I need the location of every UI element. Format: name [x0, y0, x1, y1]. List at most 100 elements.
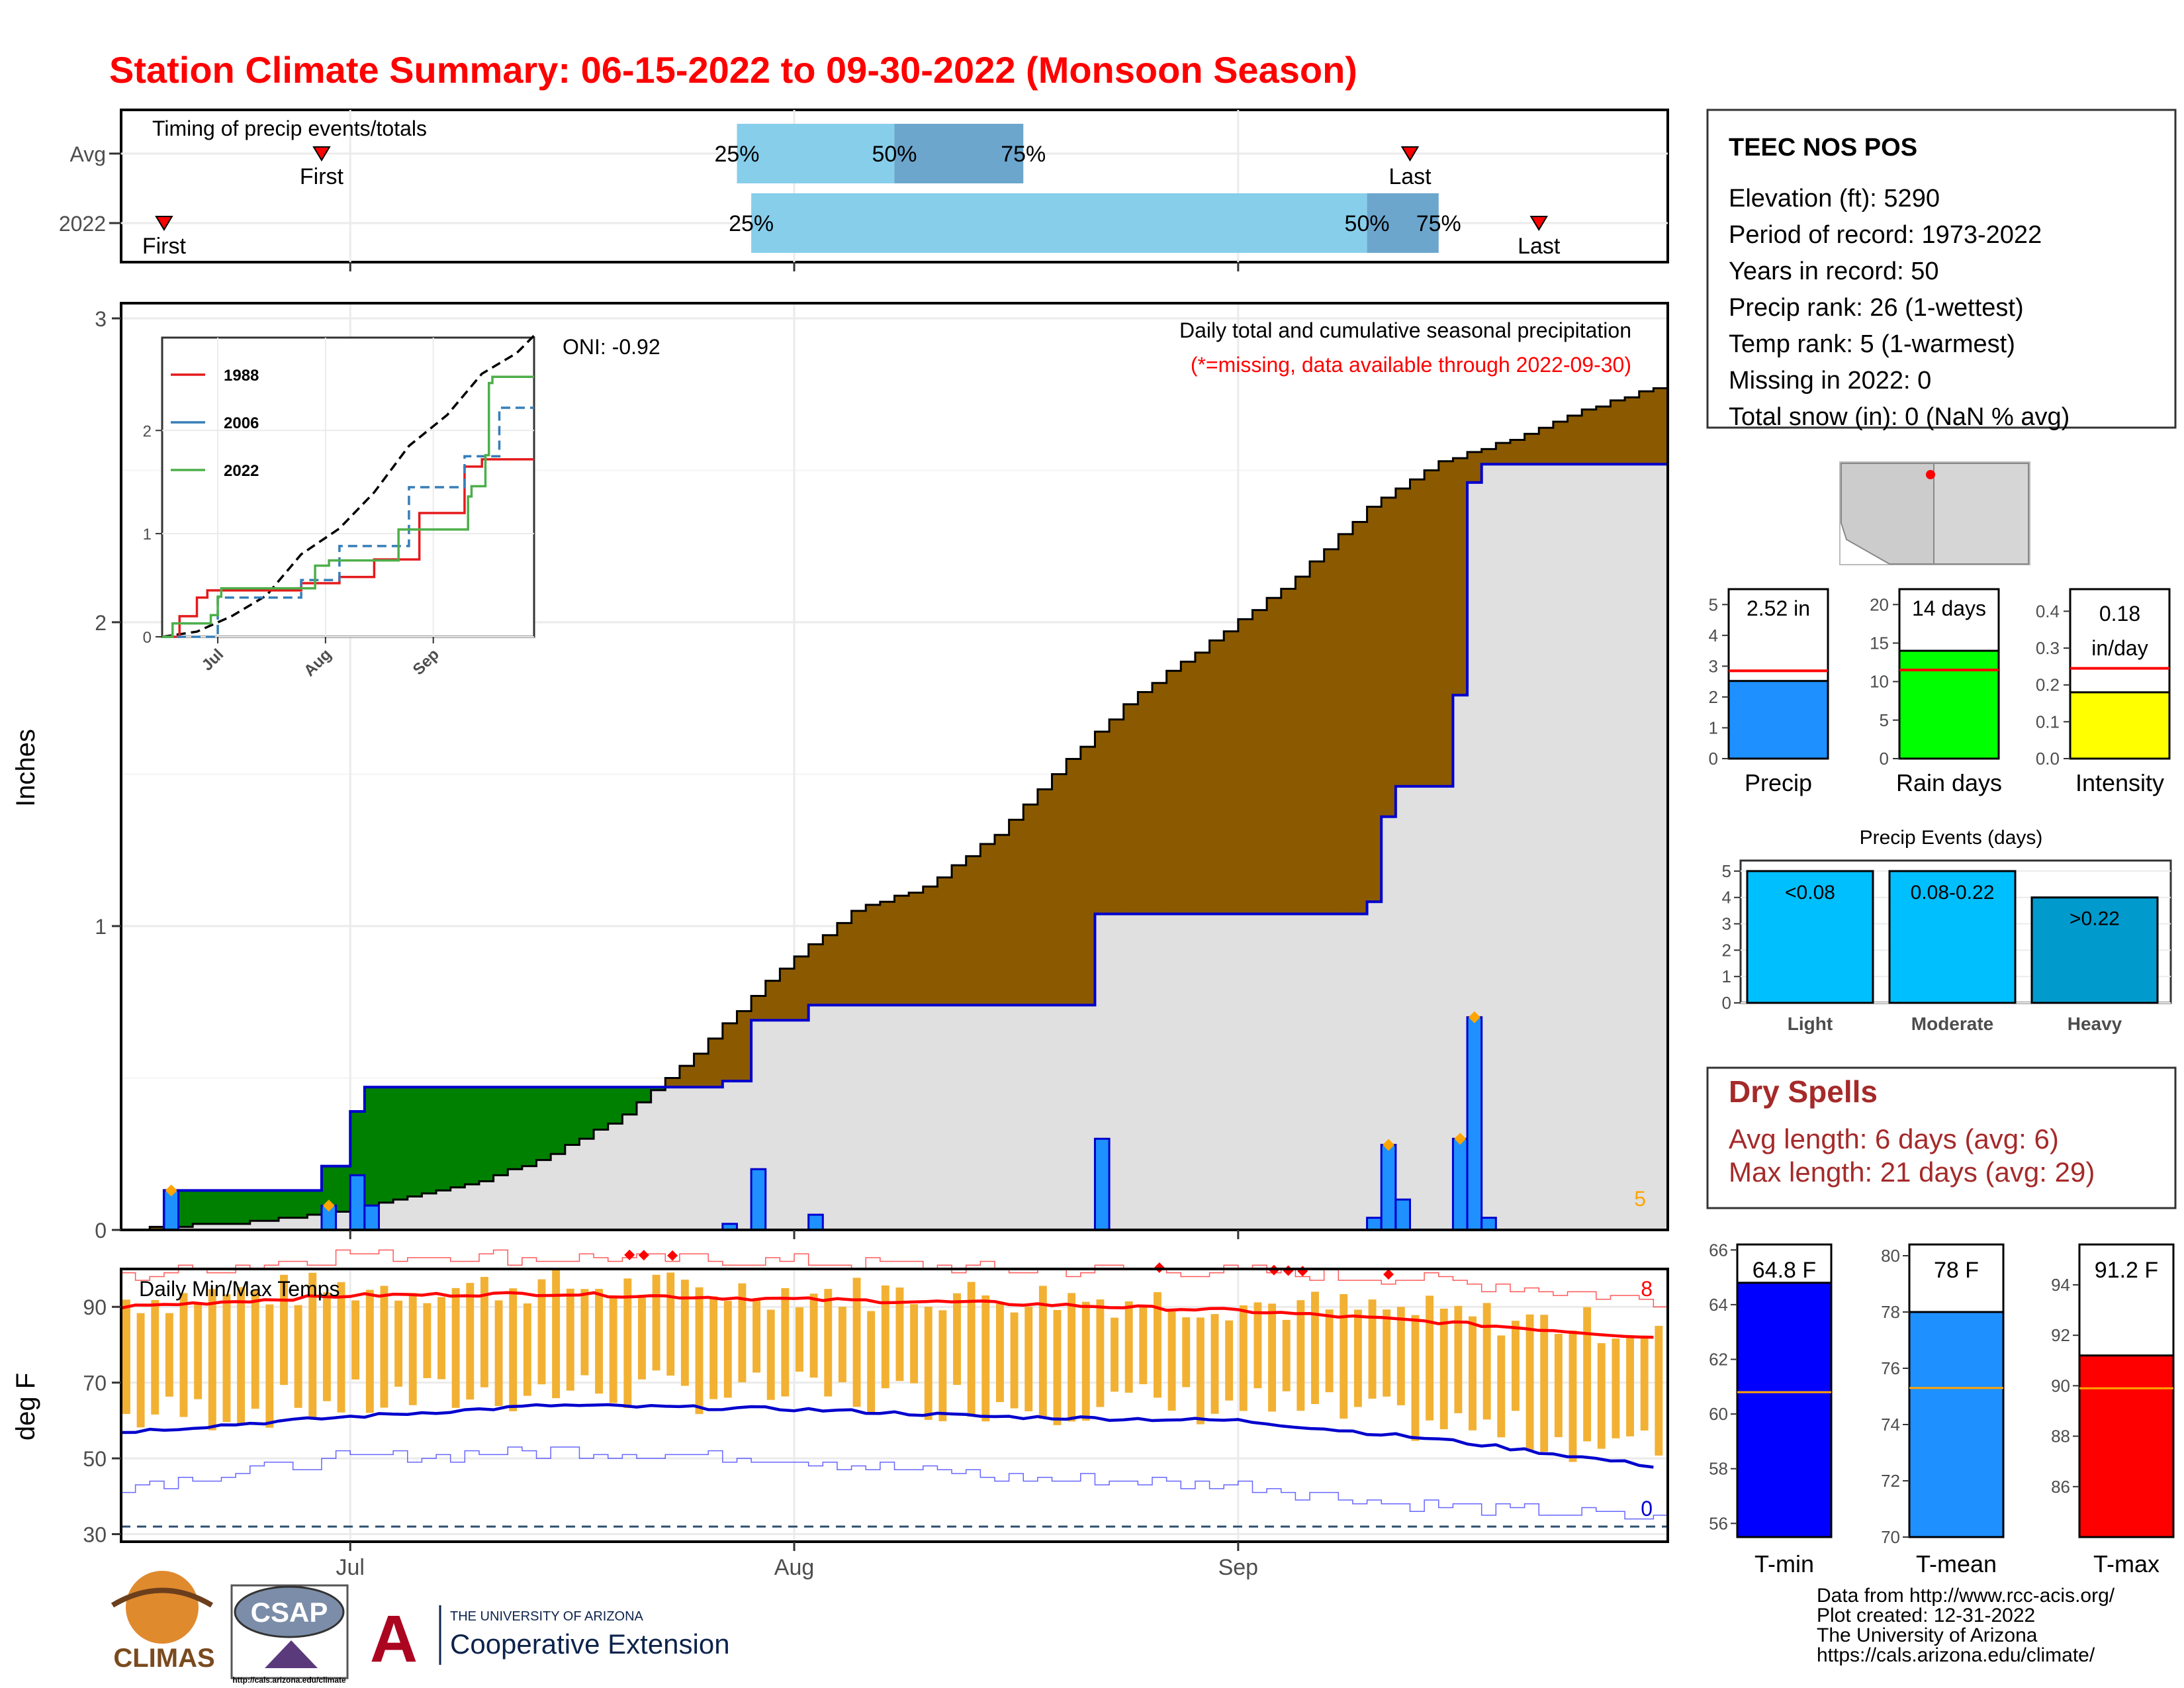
temp-daily-bar — [1167, 1309, 1176, 1411]
temp-daily-bar — [1454, 1305, 1463, 1413]
x-tick: Jul — [336, 1555, 364, 1580]
ua-logo-letter: A — [370, 1602, 418, 1676]
station-marker — [1926, 470, 1935, 479]
deficit-fill — [894, 896, 909, 1006]
temp-daily-bar — [1038, 1286, 1047, 1419]
surplus-fill — [594, 1087, 609, 1130]
deficit-fill — [1023, 804, 1038, 1006]
deficit-fill — [1496, 443, 1511, 465]
cumulative-base-fill — [866, 1005, 881, 1230]
temp-daily-bar — [523, 1303, 531, 1396]
surplus-fill — [206, 1190, 222, 1224]
surplus-fill — [536, 1087, 551, 1160]
precip-daily-bar — [1394, 1198, 1411, 1231]
temp-daily-bar — [709, 1296, 718, 1399]
cumulative-base-fill — [1037, 1005, 1053, 1230]
cumulative-base-fill — [651, 1090, 666, 1230]
cumulative-base-fill — [1496, 464, 1511, 1230]
temp-gauge-tick: 86 — [2051, 1477, 2070, 1497]
cumulative-base-fill — [1252, 914, 1267, 1230]
station-info-line: Years in record: 50 — [1729, 258, 1939, 285]
deficit-fill — [1639, 391, 1654, 465]
precip-daily-bar — [1380, 1143, 1397, 1231]
surplus-fill — [478, 1087, 494, 1182]
precip-y-tick: 0 — [95, 1219, 107, 1243]
x-tick: Aug — [774, 1555, 815, 1580]
surplus-fill — [493, 1087, 508, 1176]
gauge-tick: 2 — [1709, 687, 1718, 707]
cumulative-base-fill — [1238, 914, 1253, 1230]
cumulative-base-fill — [1209, 914, 1224, 1230]
temp-daily-bar — [208, 1289, 216, 1430]
temp-daily-bar — [738, 1283, 747, 1383]
temp-daily-bar — [924, 1306, 933, 1420]
temp-daily-bar — [1154, 1292, 1161, 1398]
temp-daily-bar — [967, 1282, 976, 1417]
surplus-fill — [436, 1087, 451, 1191]
deficit-fill — [1252, 610, 1267, 914]
gauge-tick: 0 — [1709, 749, 1718, 769]
cumulative-base-fill — [794, 1020, 809, 1230]
cumulative-base-fill — [293, 1217, 308, 1230]
cumulative-base-fill — [1367, 902, 1382, 1230]
deficit-fill — [1195, 652, 1210, 914]
inset-y-tick: 1 — [143, 526, 152, 543]
deficit-fill — [880, 902, 895, 1006]
surplus-fill — [522, 1087, 537, 1166]
temp-daily-bar — [1081, 1301, 1090, 1421]
cumulative-base-fill — [1424, 786, 1439, 1230]
temp-daily-bar — [1111, 1317, 1118, 1392]
temp-daily-bar — [981, 1295, 990, 1422]
legend-label: 2006 — [224, 414, 259, 432]
timing-bar-25-50 — [737, 124, 895, 183]
cumulative-base-fill — [236, 1223, 251, 1230]
temp-gauge-tick: 90 — [2051, 1376, 2070, 1395]
temp-daily-bar — [437, 1297, 445, 1380]
gauge-label: Rain days — [1896, 769, 2002, 796]
gauge-tick: 0.0 — [2036, 749, 2060, 769]
temp-gauge-tick: 72 — [1881, 1471, 1900, 1491]
temp-daily-bar — [623, 1278, 632, 1409]
surplus-fill — [193, 1190, 208, 1224]
gauge-tick: 10 — [1870, 672, 1889, 692]
deficit-fill — [751, 996, 766, 1021]
temp-daily-bar — [552, 1268, 561, 1399]
events-tick: 3 — [1722, 914, 1731, 934]
surplus-fill — [422, 1087, 437, 1194]
cumulative-base-fill — [1281, 914, 1296, 1230]
temp-gauge-label: T-max — [2093, 1550, 2160, 1577]
cumulative-base-fill — [594, 1129, 609, 1230]
gauge-tick: 0.4 — [2036, 601, 2060, 621]
temp-gauge-bar — [2078, 1354, 2175, 1538]
cumulative-base-fill — [336, 1211, 351, 1230]
deficit-fill — [1238, 619, 1253, 914]
temp-daily-bar — [1640, 1336, 1649, 1431]
cumulative-base-fill — [178, 1227, 193, 1230]
cumulative-base-fill — [1152, 914, 1167, 1230]
station-info-line: Elevation (ft): 5290 — [1729, 185, 1940, 212]
temp-gauge-bar — [1736, 1282, 1833, 1538]
cumulative-base-fill — [279, 1217, 294, 1230]
inset-line-avg — [161, 334, 535, 638]
temp-daily-bar — [1540, 1315, 1549, 1452]
deficit-fill — [1338, 534, 1353, 914]
temp-daily-bar — [938, 1310, 947, 1421]
temp-daily-bar — [1124, 1301, 1133, 1393]
precip-subtitle: (*=missing, data available through 2022-… — [1191, 353, 1631, 377]
cumulative-base-fill — [1138, 914, 1153, 1230]
temp-daily-bar — [796, 1307, 803, 1372]
legend-label: 1988 — [224, 367, 259, 385]
temp-daily-bar — [1139, 1306, 1148, 1385]
station-info-line: Period of record: 1973-2022 — [1729, 221, 2042, 249]
cumulative-base-fill — [1166, 914, 1181, 1230]
record-low-count: 0 — [1641, 1497, 1653, 1521]
temp-daily-bar — [494, 1300, 503, 1406]
cumulative-base-fill — [407, 1196, 422, 1230]
cumulative-base-fill — [307, 1215, 322, 1230]
deficit-fill — [980, 844, 995, 1006]
deficit-fill — [1524, 434, 1539, 465]
cumulative-base-fill — [1381, 816, 1396, 1230]
gauge-tick: 0 — [1880, 749, 1889, 769]
temp-daily-bar — [1311, 1291, 1319, 1405]
events-title: Precip Events (days) — [1860, 827, 2043, 849]
